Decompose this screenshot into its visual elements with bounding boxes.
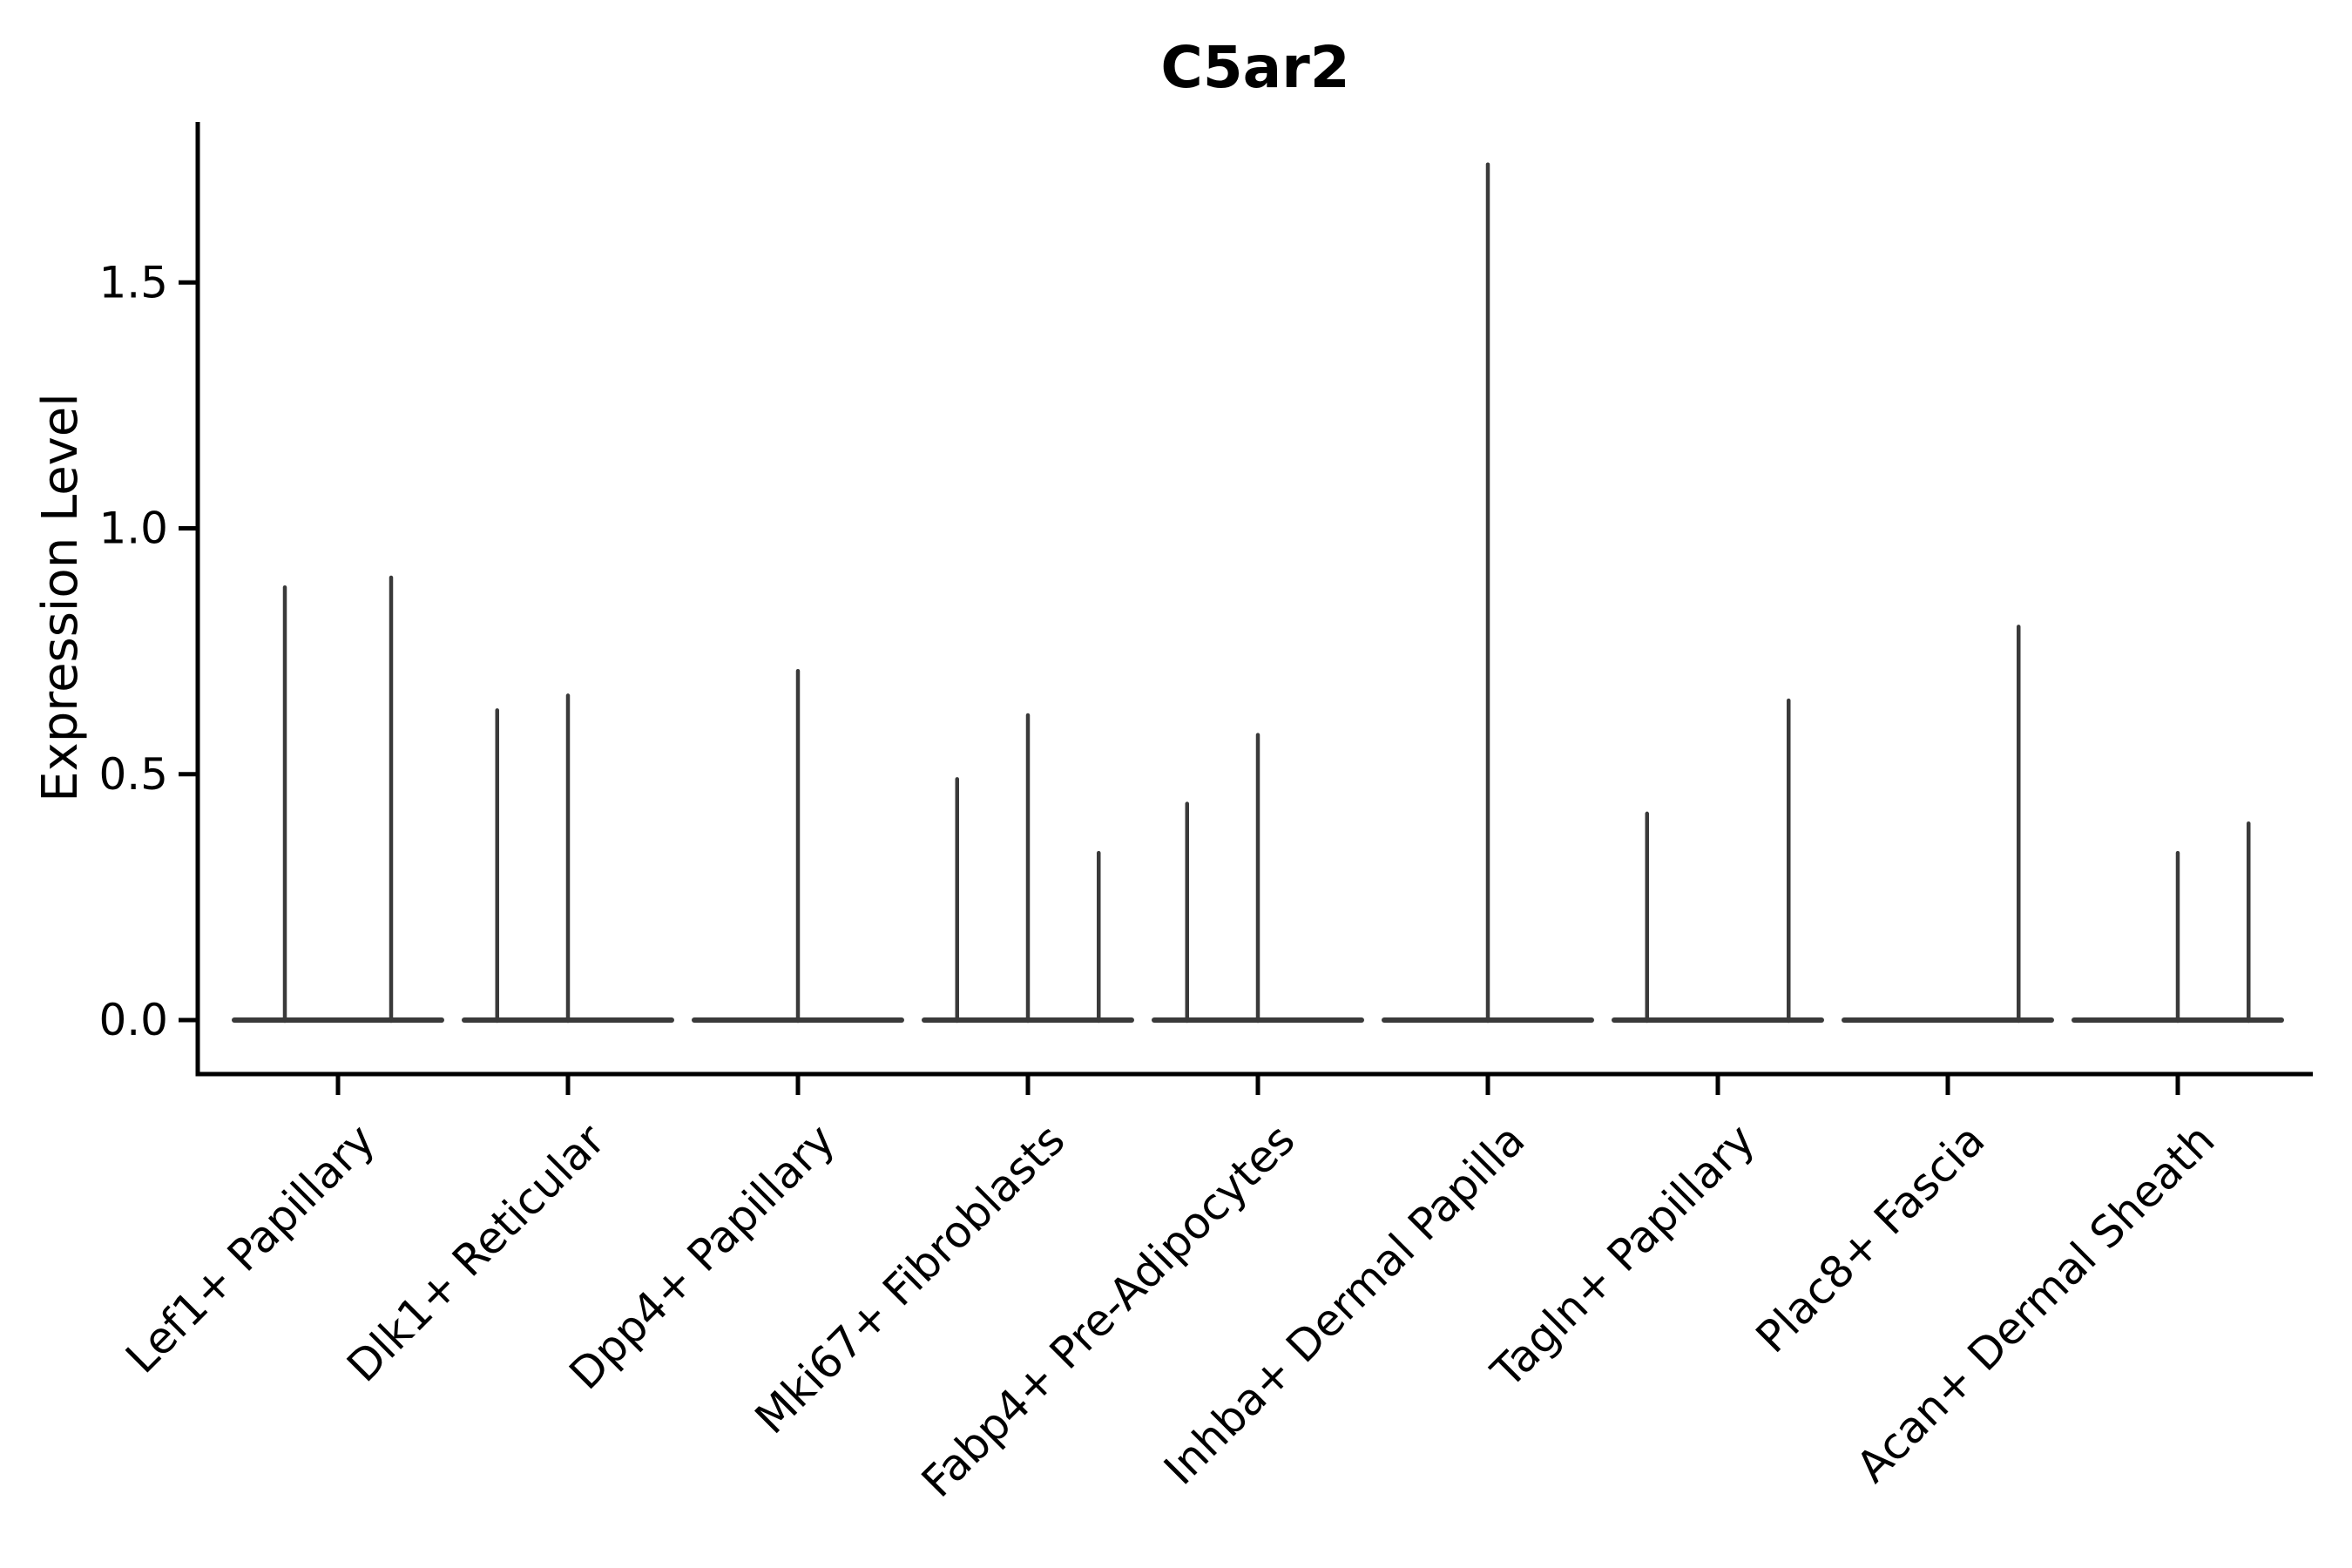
y-tick-label: 1.0 [98,504,168,554]
violin-category [232,575,444,1024]
x-tick-label: Lef1+ Papillary [116,1114,384,1382]
violin-category [922,713,1134,1024]
x-tick-label: Plac8+ Fascia [1747,1114,1995,1362]
axes [195,122,2313,1077]
y-axis-label: Expression Level [32,393,89,802]
violin-category [1842,625,2054,1024]
violin-category [462,693,674,1024]
y-tick-label: 1.5 [98,257,168,308]
y-tick-label: 0.0 [98,995,168,1045]
y-tick-group: 0.0 0.5 1.0 1.5 [98,257,198,1045]
violin-category [692,668,904,1024]
violin-category [1152,733,1364,1024]
violin-category [1382,162,1594,1024]
x-tick-label: Fabp4+ Pre-Adipocytes [912,1114,1305,1507]
y-tick-label: 0.5 [98,749,168,800]
violin-category [2072,821,2284,1024]
violin-category [1612,698,1824,1024]
chart-title: C5ar2 [1160,34,1349,101]
violins-group [232,162,2284,1024]
